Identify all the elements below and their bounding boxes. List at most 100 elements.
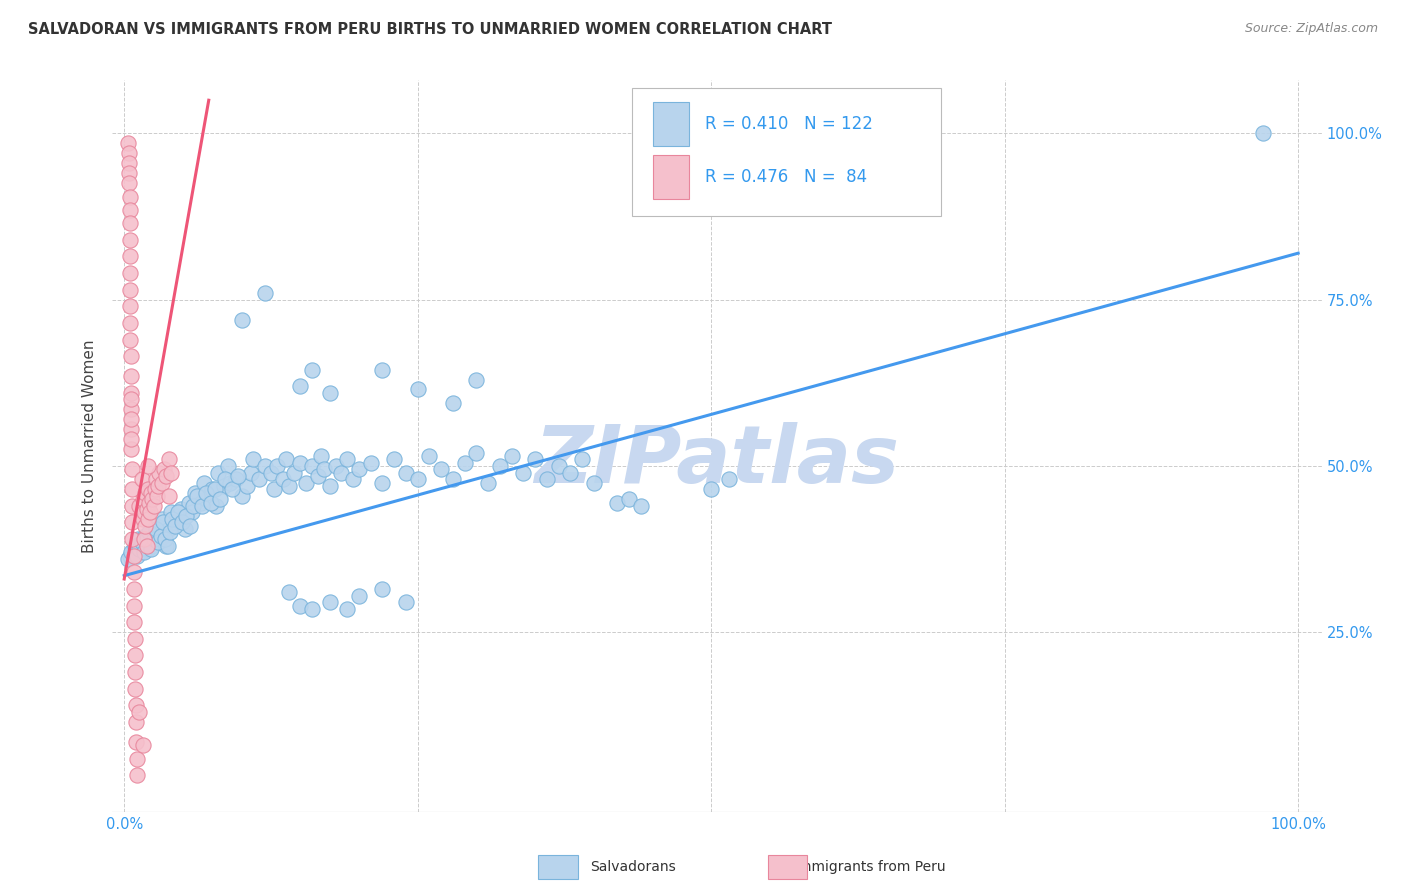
Point [120,433,142,447]
Point [301,458,323,473]
Point [159,525,181,540]
Point [242,452,264,467]
Point [132,512,155,526]
Point [617,492,640,507]
Point [160,466,183,480]
Point [132,738,155,752]
Point [524,452,547,467]
Point [276,452,298,467]
Point [254,458,277,473]
Point [183,499,205,513]
Point [120,266,142,280]
Point [150,512,173,526]
Point [582,475,605,490]
Point [122,566,145,580]
Point [120,369,142,384]
Point [217,458,239,473]
Point [204,482,226,496]
Point [606,495,628,509]
Point [247,472,270,486]
Point [122,599,145,613]
Point [307,469,329,483]
FancyBboxPatch shape [633,87,941,216]
Point [295,475,318,490]
Point [141,485,163,500]
Point [301,362,323,376]
Point [136,458,159,473]
Point [395,466,418,480]
Point [200,495,222,509]
Point [120,442,142,457]
Text: SALVADORAN VS IMMIGRANTS FROM PERU BIRTHS TO UNMARRIED WOMEN CORRELATION CHART: SALVADORAN VS IMMIGRANTS FROM PERU BIRTH… [28,22,832,37]
Point [225,472,247,486]
Point [277,479,299,493]
Point [142,499,165,513]
Point [125,698,148,713]
Point [118,146,141,161]
Point [128,705,150,719]
Point [148,535,170,549]
Point [312,462,335,476]
Point [121,532,143,546]
Point [169,502,191,516]
Point [630,499,652,513]
Point [122,542,145,557]
Point [181,506,204,520]
Point [195,492,218,507]
Point [125,735,148,749]
Point [136,482,159,496]
Point [143,482,166,496]
Point [136,512,159,526]
Point [120,202,142,217]
Text: R = 0.476   N =  84: R = 0.476 N = 84 [704,168,868,186]
Point [128,499,150,513]
Point [263,482,285,496]
Point [135,532,157,546]
Point [135,539,157,553]
Point [441,396,464,410]
Point [336,452,359,467]
Point [120,233,142,247]
Point [134,506,156,520]
Point [163,518,186,533]
Point [212,479,235,493]
Point [122,615,145,630]
Point [512,466,534,480]
Point [150,475,173,490]
Point [204,499,226,513]
Point [162,516,184,530]
Point [190,499,212,513]
Point [148,466,170,480]
Point [120,250,142,264]
Point [148,535,170,549]
Point [236,479,259,493]
Point [121,482,143,496]
Point [141,539,163,553]
Point [221,482,243,496]
Point [138,495,160,509]
Point [134,529,156,543]
Point [371,582,394,596]
Point [120,299,142,313]
Point [120,412,142,426]
Point [179,518,201,533]
Point [122,582,145,596]
Point [124,681,146,696]
Text: Immigrants from Peru: Immigrants from Peru [794,860,946,874]
Point [135,502,157,516]
Point [318,479,340,493]
Point [342,472,364,486]
Point [418,449,440,463]
Point [371,362,394,376]
Point [176,508,198,523]
Point [406,472,429,486]
Point [700,482,723,496]
Point [118,177,141,191]
Point [277,585,299,599]
Point [167,506,190,520]
Point [127,751,149,765]
Point [195,485,218,500]
Point [271,472,294,486]
Point [717,472,740,486]
Point [430,462,453,476]
